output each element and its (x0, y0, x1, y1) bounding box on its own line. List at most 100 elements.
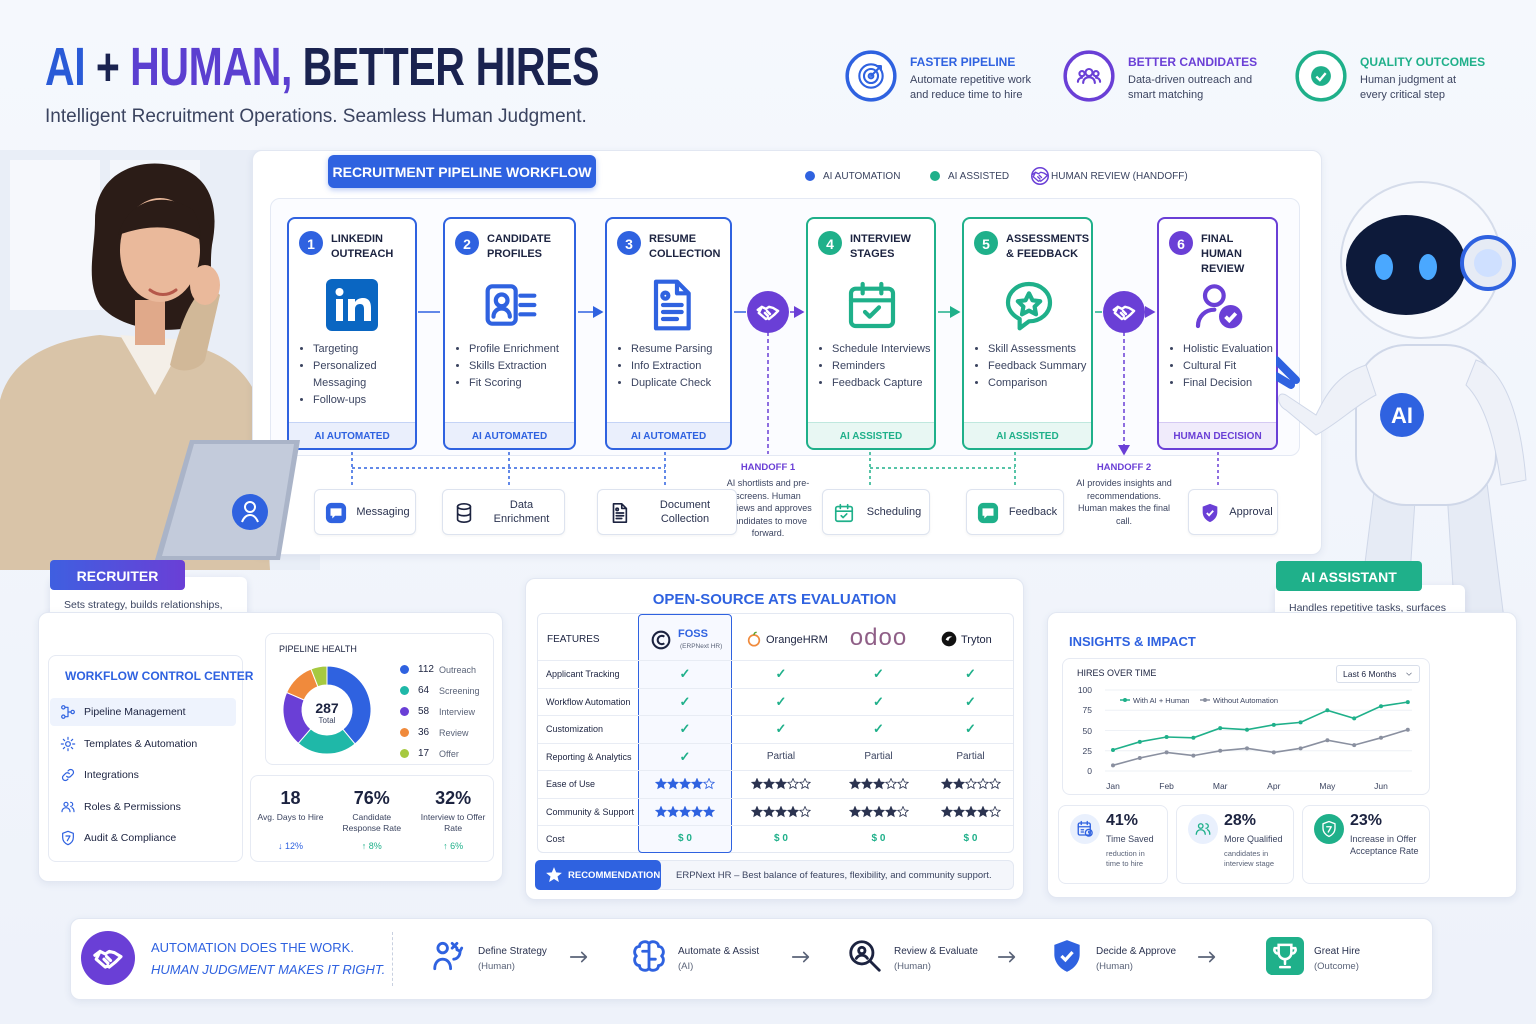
stat-label: Avg. Days to Hire (257, 812, 324, 822)
icon-shape (93, 949, 123, 969)
tool-label: Data Enrichment (493, 499, 550, 525)
legend-dot (805, 171, 815, 181)
star (762, 805, 776, 817)
ats-feature: Ease of Use (546, 779, 596, 789)
step-bullet: Personalized Messaging (313, 358, 413, 392)
stat-change: ↓ 12% (277, 841, 303, 851)
icon-shape (854, 953, 869, 960)
star (860, 778, 873, 790)
step-number-circle (299, 231, 323, 255)
ats-cell: ✓ (873, 666, 884, 681)
icon-shape (61, 705, 75, 719)
icon-shape (656, 634, 665, 646)
step-tag: AI AUTOMATED (314, 431, 390, 442)
step-icon (1195, 284, 1242, 329)
icon-shape (1195, 307, 1216, 329)
rating-stars (751, 778, 811, 790)
ats-cell: $ 0 (678, 833, 692, 844)
donut-legend-label: Outreach (439, 665, 477, 675)
icon-shape (1197, 951, 1216, 963)
step-bullet: Duplicate Check (631, 375, 728, 392)
icon-shape (335, 288, 344, 296)
icon-shape (945, 636, 953, 641)
step-number: 6 (1177, 236, 1185, 252)
step-icon (485, 284, 536, 326)
x-tick-label: Apr (1267, 781, 1281, 791)
step-tag: AI ASSISTED (839, 431, 903, 442)
impact-note: candidates in interview stage (1224, 849, 1275, 868)
ats-row-line (538, 742, 1013, 744)
impact-value: 28% (1224, 812, 1257, 829)
ats-tool-name: FOSS (678, 628, 708, 640)
icon-shape (1005, 281, 1052, 331)
icon-shape (1195, 823, 1211, 835)
icon-shape (1195, 823, 1211, 835)
control-item: Pipeline Management (84, 706, 186, 718)
ats-tool-sub: (ERPNext HR) (680, 643, 723, 650)
icon-shape (653, 279, 691, 331)
stat-value: 32% (435, 788, 472, 808)
x-tick-label: Feb (1159, 781, 1174, 791)
x-tick-label: May (1319, 781, 1336, 791)
icon-shape (61, 801, 75, 812)
benefit-text: Automate repetitive work and reduce time… (910, 74, 1032, 101)
ats-cell: ✓ (775, 721, 787, 736)
star (964, 805, 977, 817)
donut-legend-value: 58 (418, 706, 430, 717)
step-number-circle (818, 231, 842, 255)
star (940, 805, 953, 817)
step-bullet: Feedback Capture (832, 375, 932, 392)
tool-label: Scheduling (866, 506, 922, 518)
icon-shape (1077, 820, 1091, 833)
step-number-circle (974, 231, 998, 255)
icon-shape (135, 300, 165, 345)
icon-shape (1076, 76, 1102, 85)
icon-shape (753, 631, 757, 636)
stat-label: Candidate Response Rate (342, 812, 402, 833)
icon-shape (569, 951, 588, 963)
icon-shape (118, 199, 201, 240)
icon-shape (1465, 359, 1527, 486)
ats-tool-logo (747, 631, 761, 647)
control-item-icon (61, 705, 75, 719)
icon-shape (1005, 281, 1052, 331)
icon-shape (1375, 254, 1393, 280)
footer-icon (81, 931, 135, 985)
star (751, 778, 764, 790)
star (678, 805, 692, 817)
ats-tool-name: Tryton (961, 634, 992, 646)
icon-shape (546, 867, 562, 883)
step-bullet: Profile Enrichment (469, 341, 572, 358)
star (774, 778, 788, 790)
icon-shape (612, 503, 628, 523)
title-part: BETTER HIRES (302, 37, 600, 97)
step-bullet: Resume Parsing (631, 341, 728, 358)
star (655, 778, 668, 790)
footer-step-title: Automate & Assist (678, 946, 760, 957)
control-center (48, 655, 243, 862)
legend-label: Without Automation (1213, 696, 1279, 705)
step-card: 4 INTERVIEW STAGES Schedule InterviewsRemi… (806, 217, 936, 450)
footer-step-icon (1266, 937, 1304, 975)
rating-stars (940, 805, 1001, 817)
icon-shape (653, 279, 691, 331)
legend-dot (400, 665, 409, 674)
icon-shape (612, 503, 628, 523)
ats-cell: ✓ (965, 666, 976, 681)
star (666, 805, 680, 817)
icon-shape (433, 941, 464, 971)
impact-label: Increase in Offer Acceptance Rate (1350, 834, 1419, 856)
benefit-title: BETTER CANDIDATES (1128, 55, 1258, 69)
star (872, 778, 885, 790)
step-tag-bar (607, 422, 730, 448)
icon-shape (1223, 312, 1237, 324)
donut-legend-label: Review (439, 728, 469, 738)
step-bullet: Holistic Evaluation (1183, 341, 1274, 358)
icon-shape (1346, 215, 1466, 315)
icon-shape (1084, 828, 1093, 837)
title: AI + HUMAN, BETTER HIRES (45, 36, 599, 98)
icon-shape (433, 941, 464, 971)
icon-shape (997, 951, 1016, 963)
ats-row-line (538, 825, 1013, 826)
icon-shape (1322, 820, 1336, 838)
